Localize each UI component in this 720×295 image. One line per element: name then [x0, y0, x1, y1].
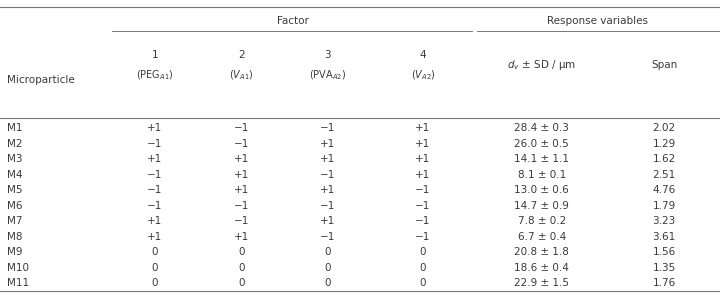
Text: 4.76: 4.76: [652, 185, 676, 195]
Text: 18.6 ± 0.4: 18.6 ± 0.4: [514, 263, 570, 273]
Text: −1: −1: [320, 201, 336, 211]
Text: 7.8 ± 0.2: 7.8 ± 0.2: [518, 216, 566, 226]
Text: M10: M10: [7, 263, 30, 273]
Text: M2: M2: [7, 139, 23, 149]
Text: $(V_{A1})$: $(V_{A1})$: [229, 68, 253, 82]
Text: (PVA$_{A2}$): (PVA$_{A2}$): [309, 68, 346, 82]
Text: −1: −1: [320, 232, 336, 242]
Text: Factor: Factor: [277, 16, 310, 26]
Text: 0: 0: [324, 263, 331, 273]
Text: 28.4 ± 0.3: 28.4 ± 0.3: [514, 123, 570, 133]
Text: M11: M11: [7, 278, 30, 288]
Text: 0: 0: [151, 278, 158, 288]
Text: 0: 0: [151, 247, 158, 257]
Text: 0: 0: [324, 247, 331, 257]
Text: Microparticle: Microparticle: [7, 75, 75, 85]
Text: 1: 1: [151, 50, 158, 60]
Text: −1: −1: [320, 170, 336, 180]
Text: +1: +1: [320, 216, 336, 226]
Text: −1: −1: [415, 201, 431, 211]
Text: 0: 0: [238, 278, 245, 288]
Text: 6.7 ± 0.4: 6.7 ± 0.4: [518, 232, 566, 242]
Text: M8: M8: [7, 232, 23, 242]
Text: −1: −1: [320, 123, 336, 133]
Text: 1.76: 1.76: [652, 278, 676, 288]
Text: 22.9 ± 1.5: 22.9 ± 1.5: [514, 278, 570, 288]
Text: −1: −1: [415, 216, 431, 226]
Text: $d_v$ ± SD / μm: $d_v$ ± SD / μm: [508, 58, 576, 72]
Text: 14.7 ± 0.9: 14.7 ± 0.9: [514, 201, 570, 211]
Text: 3: 3: [324, 50, 331, 60]
Text: 0: 0: [151, 263, 158, 273]
Text: −1: −1: [415, 185, 431, 195]
Text: +1: +1: [415, 154, 431, 164]
Text: +1: +1: [320, 154, 336, 164]
Text: 0: 0: [324, 278, 331, 288]
Text: 8.1 ± 0.1: 8.1 ± 0.1: [518, 170, 566, 180]
Text: 26.0 ± 0.5: 26.0 ± 0.5: [514, 139, 570, 149]
Text: +1: +1: [233, 232, 249, 242]
Text: +1: +1: [233, 185, 249, 195]
Text: −1: −1: [147, 185, 163, 195]
Text: 1.79: 1.79: [652, 201, 676, 211]
Text: M4: M4: [7, 170, 23, 180]
Text: −1: −1: [233, 201, 249, 211]
Text: 2.51: 2.51: [652, 170, 676, 180]
Text: M6: M6: [7, 201, 23, 211]
Text: 20.8 ± 1.8: 20.8 ± 1.8: [514, 247, 570, 257]
Text: (PEG$_{A1}$): (PEG$_{A1}$): [136, 68, 174, 82]
Text: 3.23: 3.23: [652, 216, 676, 226]
Text: 13.0 ± 0.6: 13.0 ± 0.6: [514, 185, 570, 195]
Text: Response variables: Response variables: [547, 16, 648, 26]
Text: 0: 0: [420, 263, 426, 273]
Text: 0: 0: [238, 263, 245, 273]
Text: −1: −1: [233, 139, 249, 149]
Text: +1: +1: [415, 170, 431, 180]
Text: 0: 0: [420, 247, 426, 257]
Text: +1: +1: [147, 154, 163, 164]
Text: 14.1 ± 1.1: 14.1 ± 1.1: [514, 154, 570, 164]
Text: −1: −1: [147, 170, 163, 180]
Text: +1: +1: [415, 139, 431, 149]
Text: M7: M7: [7, 216, 23, 226]
Text: +1: +1: [147, 232, 163, 242]
Text: M1: M1: [7, 123, 23, 133]
Text: −1: −1: [147, 201, 163, 211]
Text: −1: −1: [233, 216, 249, 226]
Text: M3: M3: [7, 154, 23, 164]
Text: +1: +1: [320, 185, 336, 195]
Text: 3.61: 3.61: [652, 232, 676, 242]
Text: 0: 0: [420, 278, 426, 288]
Text: $(V_{A2})$: $(V_{A2})$: [410, 68, 436, 82]
Text: +1: +1: [147, 216, 163, 226]
Text: Span: Span: [651, 60, 678, 70]
Text: 1.62: 1.62: [652, 154, 676, 164]
Text: 0: 0: [238, 247, 245, 257]
Text: −1: −1: [147, 139, 163, 149]
Text: 1.35: 1.35: [652, 263, 676, 273]
Text: 1.56: 1.56: [652, 247, 676, 257]
Text: 4: 4: [420, 50, 426, 60]
Text: +1: +1: [320, 139, 336, 149]
Text: 1.29: 1.29: [652, 139, 676, 149]
Text: +1: +1: [233, 154, 249, 164]
Text: M9: M9: [7, 247, 23, 257]
Text: −1: −1: [233, 123, 249, 133]
Text: +1: +1: [233, 170, 249, 180]
Text: 2.02: 2.02: [652, 123, 676, 133]
Text: +1: +1: [415, 123, 431, 133]
Text: 2: 2: [238, 50, 245, 60]
Text: +1: +1: [147, 123, 163, 133]
Text: M5: M5: [7, 185, 23, 195]
Text: −1: −1: [415, 232, 431, 242]
